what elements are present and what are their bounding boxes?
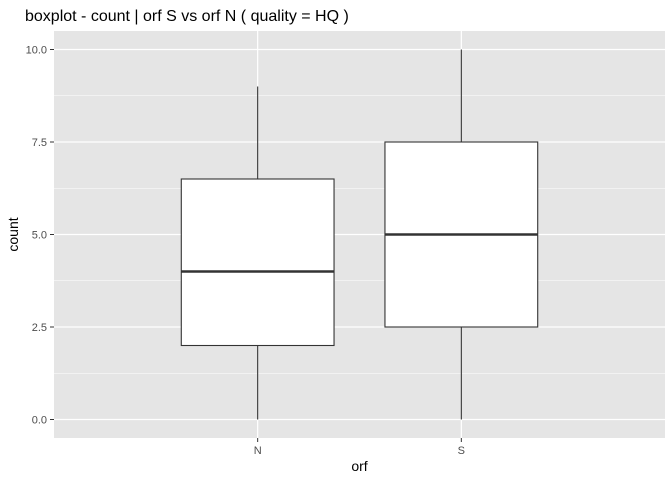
y-tick-label: 0.0 <box>32 415 47 427</box>
box-S <box>384 49 539 420</box>
x-tick-label: S <box>458 445 465 457</box>
y-tick-label: 5.0 <box>32 230 47 242</box>
y-tick-label: 2.5 <box>32 322 47 334</box>
chart-title: boxplot - count | orf S vs orf N ( quali… <box>25 8 349 25</box>
y-axis: 0.0 2.5 5.0 7.5 10.0 <box>26 45 54 427</box>
x-axis-title: orf <box>351 458 367 474</box>
boxes <box>180 49 539 420</box>
y-tick-label: 10.0 <box>26 45 47 57</box>
y-tick-label: 7.5 <box>32 137 47 149</box>
box-N <box>180 86 335 420</box>
y-axis-title: count <box>5 217 21 251</box>
box-body <box>180 178 335 347</box>
x-tick-label: N <box>254 445 262 457</box>
grid-minor <box>54 95 665 374</box>
